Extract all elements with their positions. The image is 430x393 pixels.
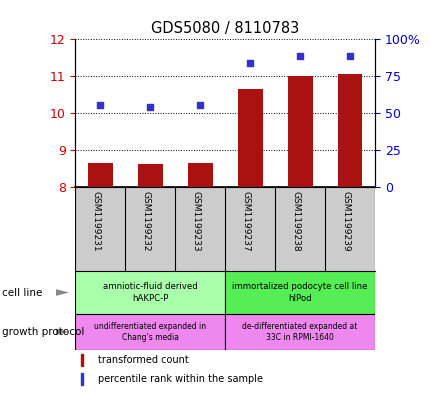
Bar (187, 163, 212, 187)
Text: GSM1199231: GSM1199231 (91, 191, 100, 252)
Bar (224, 314, 374, 350)
Polygon shape (56, 329, 69, 335)
Text: de-differentiated expanded at
33C in RPMI-1640: de-differentiated expanded at 33C in RPM… (242, 322, 357, 342)
Bar (88, 163, 113, 187)
Text: amniotic-fluid derived
hAKPC-P: amniotic-fluid derived hAKPC-P (103, 282, 197, 303)
Point (346, 53, 353, 60)
Bar (81, 354, 83, 366)
Text: GSM1199233: GSM1199233 (191, 191, 200, 252)
Bar (237, 89, 262, 187)
Point (147, 104, 154, 110)
Text: transformed count: transformed count (98, 355, 188, 365)
Bar (138, 164, 163, 187)
Text: GSM1199232: GSM1199232 (141, 191, 150, 252)
Point (296, 53, 303, 60)
Text: immortalized podocyte cell line
hIPod: immortalized podocyte cell line hIPod (232, 282, 367, 303)
Bar (81, 373, 83, 385)
Title: GDS5080 / 8110783: GDS5080 / 8110783 (151, 21, 298, 36)
Bar (224, 271, 374, 314)
Bar (75, 314, 224, 350)
Text: GSM1199239: GSM1199239 (340, 191, 349, 252)
Text: cell line: cell line (2, 288, 43, 298)
Point (97, 102, 104, 108)
Text: percentile rank within the sample: percentile rank within the sample (98, 374, 262, 384)
Text: GSM1199237: GSM1199237 (241, 191, 249, 252)
Text: undifferentiated expanded in
Chang's media: undifferentiated expanded in Chang's med… (94, 322, 206, 342)
Text: GSM1199238: GSM1199238 (290, 191, 299, 252)
Bar (287, 76, 312, 187)
Bar (337, 74, 362, 187)
Polygon shape (56, 289, 69, 296)
Bar (75, 271, 224, 314)
Point (246, 60, 253, 66)
Text: growth protocol: growth protocol (2, 327, 84, 337)
Point (197, 101, 203, 108)
